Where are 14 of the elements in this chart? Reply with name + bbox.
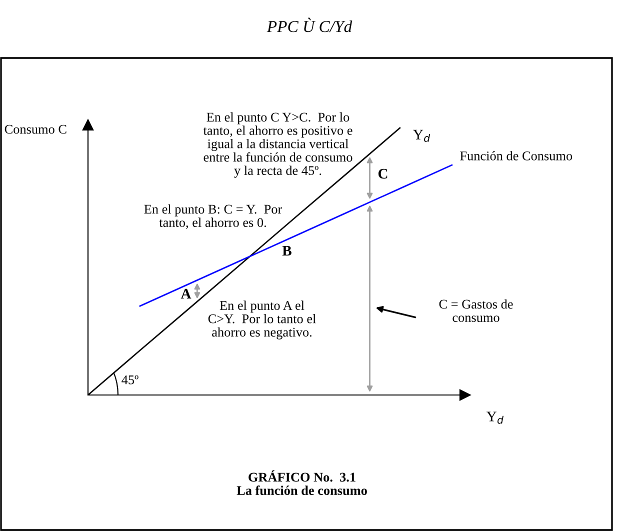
annotation: En el punto C Y>C. Por lo tanto, el ahorro es positivo e igual a la distancia vertical entre la función de consumo y la recta de 45º. — [203, 112, 352, 178]
text: GRÁFICO No. 3.1 La función de consumo — [236, 470, 367, 496]
annotation: 45º — [122, 375, 138, 384]
annotation: A — [180, 288, 192, 299]
annotation: C — [378, 168, 388, 179]
chart-title: PPC Ù C/Yd — [266, 18, 352, 32]
y-axis-title: Consumo C — [4, 124, 66, 134]
annotation: En el punto B: C = Y. Por tanto, el ahorro es 0. — [144, 204, 282, 229]
annotation: En el punto A el C>Y. Por lo tanto el ahorro es negativo. — [208, 300, 316, 340]
x-axis-title: Y$_{d}$ — [486, 412, 504, 424]
annotation: B — [282, 246, 292, 256]
series-label: Función de Consumo — [460, 151, 572, 160]
series-label: Y$_{d}$ — [413, 130, 430, 142]
annotation: C = Gastos de consumo — [439, 299, 513, 322]
